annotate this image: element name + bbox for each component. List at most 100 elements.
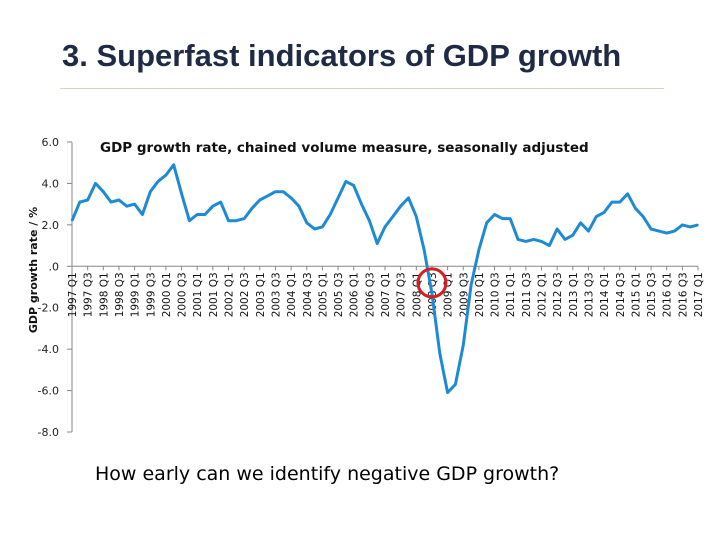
data-point [157, 180, 159, 183]
x-tick-label: 2013 Q3 [583, 272, 595, 317]
data-point [587, 230, 590, 232]
x-tick-label: 2005 Q1 [317, 272, 329, 317]
x-tick-label: 2006 Q3 [364, 272, 376, 317]
data-point [673, 230, 676, 232]
data-point [235, 219, 238, 222]
data-point [188, 219, 191, 222]
data-point [681, 224, 684, 226]
y-axis-label: GDP growth rate / % [27, 207, 40, 333]
y-tick-labels: 6.0 4.0 2.0 .0 -2.0 -4.0 -6.0 -8.0 [38, 136, 59, 439]
data-point [517, 238, 519, 241]
x-axis [71, 265, 699, 271]
x-tick-label: 2015 Q1 [630, 272, 642, 317]
data-point [102, 190, 105, 193]
data-point [540, 240, 543, 243]
x-tick-label: 2015 Q3 [646, 272, 658, 317]
x-tick-label: 2007 Q1 [380, 272, 392, 317]
y-axis [67, 141, 73, 433]
y-tick-label: .0 [49, 260, 60, 273]
y-tick-label: -2.0 [38, 302, 59, 315]
data-point [689, 226, 691, 228]
x-tick-label: 1997 Q1 [67, 272, 79, 317]
x-tick-label: 2000 Q1 [161, 272, 173, 317]
data-point [368, 219, 371, 222]
x-tick-label: 2012 Q3 [552, 272, 564, 317]
series-group [70, 163, 699, 395]
data-point [212, 205, 214, 208]
data-point [509, 217, 512, 220]
data-point [642, 215, 645, 218]
data-point [204, 213, 206, 216]
data-point [399, 205, 402, 208]
x-tick-label: 2004 Q1 [286, 272, 298, 317]
data-point [478, 248, 480, 251]
data-point [611, 201, 613, 203]
data-point [384, 226, 386, 228]
y-tick-label: 6.0 [42, 136, 60, 149]
x-tick-label: 2006 Q1 [349, 272, 361, 317]
y-tick-label: -4.0 [38, 343, 59, 356]
data-point [658, 230, 660, 232]
data-point [501, 217, 504, 220]
data-point [697, 224, 699, 226]
data-point [125, 205, 128, 208]
y-tick-label: -6.0 [38, 385, 59, 398]
data-point [360, 203, 363, 205]
title-divider [60, 88, 664, 89]
data-point [313, 228, 316, 230]
x-tick-label: 2012 Q1 [537, 272, 549, 317]
x-tick-label: 2011 Q1 [505, 272, 517, 317]
data-point [259, 199, 261, 201]
data-point [665, 232, 668, 234]
y-tick-label: 4.0 [42, 177, 60, 190]
data-point [290, 197, 292, 199]
data-point [415, 215, 418, 218]
data-point [548, 244, 551, 247]
x-tick-label: 2001 Q3 [208, 272, 220, 317]
x-tick-label: 1998 Q3 [114, 272, 126, 317]
data-point [493, 213, 496, 216]
data-point [266, 195, 269, 197]
slide-title: 3. Superfast indicators of GDP growth [62, 38, 622, 73]
data-point [172, 163, 175, 166]
x-tick-label: 2003 Q3 [270, 272, 282, 317]
data-point [94, 182, 97, 185]
x-tick-label: 2016 Q3 [677, 272, 689, 317]
data-point [407, 197, 410, 199]
data-point [133, 203, 136, 205]
x-tick-label: 2005 Q3 [333, 272, 345, 317]
data-point [392, 215, 394, 218]
data-point [219, 201, 222, 203]
x-tick-label: 2014 Q1 [599, 272, 611, 317]
data-point [446, 391, 449, 394]
x-tick-label: 2003 Q1 [255, 272, 267, 317]
data-point [564, 238, 566, 241]
x-tick-label: 2010 Q1 [474, 272, 486, 317]
data-point [454, 383, 457, 386]
data-point [462, 344, 465, 346]
data-point [556, 228, 558, 230]
data-point [110, 201, 112, 203]
data-point [603, 211, 605, 214]
recession-highlight [416, 267, 448, 299]
x-tick-label: 2008 Q1 [411, 272, 423, 317]
data-point [243, 217, 245, 220]
chart-title: GDP growth rate, chained volume measure,… [100, 140, 589, 156]
x-tick-label: 1999 Q1 [130, 272, 142, 317]
data-point [572, 234, 574, 237]
x-tick-label: 2013 Q1 [568, 272, 580, 317]
data-point [282, 190, 285, 193]
data-point [525, 240, 527, 243]
data-point [431, 292, 433, 295]
data-point [650, 228, 652, 230]
x-tick-label: 1998 Q1 [98, 272, 110, 317]
x-tick-label: 2017 Q1 [693, 272, 705, 317]
data-point [118, 199, 120, 201]
x-tick-label: 1999 Q3 [145, 272, 157, 317]
highlight-circle [416, 267, 448, 299]
data-point [626, 192, 629, 195]
data-point [274, 190, 277, 193]
x-tick-label: 2000 Q3 [177, 272, 189, 317]
data-point [149, 190, 152, 193]
